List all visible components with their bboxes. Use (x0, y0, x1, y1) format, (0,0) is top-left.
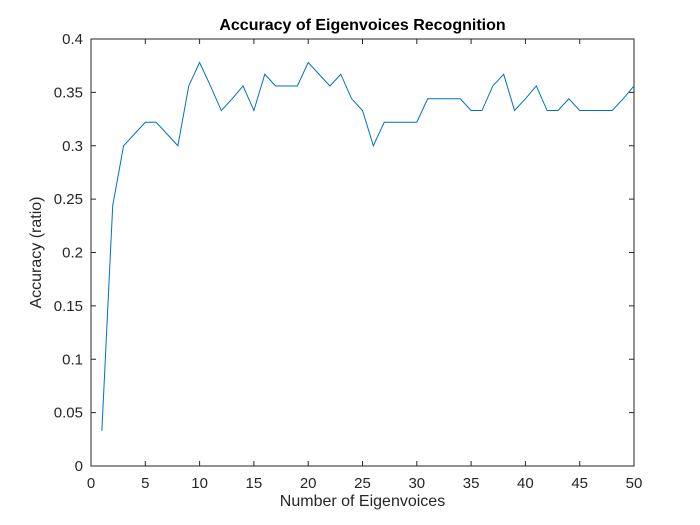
y-tick-label: 0.15 (54, 298, 83, 315)
x-axis-label: Number of Eigenvoices (280, 493, 445, 510)
series-line (101, 61, 635, 431)
x-tick-labels: 0 5 10 15 20 25 30 35 40 45 50 (87, 475, 643, 492)
x-tick-label: 10 (191, 475, 208, 492)
y-tick-label: 0.05 (54, 405, 83, 422)
chart-title: Accuracy of Eigenvoices Recognition (219, 17, 505, 34)
y-tick-label: 0.35 (54, 84, 83, 101)
x-tick-label: 25 (354, 475, 371, 492)
series-layer (101, 61, 635, 431)
x-tick-label: 40 (517, 475, 534, 492)
y-axis-label: Accuracy (ratio) (28, 196, 45, 308)
x-tick-label: 30 (408, 475, 425, 492)
y-tick-label: 0.4 (62, 31, 83, 48)
x-tick-label: 15 (246, 475, 263, 492)
x-tick-label: 20 (300, 475, 317, 492)
x-tick-label: 50 (626, 475, 643, 492)
x-tick-label: 0 (87, 475, 95, 492)
plot-area (90, 38, 635, 467)
y-tick-labels: 0 0.05 0.1 0.15 0.2 0.25 0.3 0.35 0.4 (54, 31, 83, 475)
x-tick-label: 45 (571, 475, 588, 492)
y-tick-label: 0 (75, 458, 83, 475)
y-tick-label: 0.3 (62, 138, 83, 155)
y-tick-label: 0.2 (62, 245, 83, 262)
x-tick-label: 35 (463, 475, 480, 492)
y-tick-label: 0.1 (62, 351, 83, 368)
x-tick-label: 5 (141, 475, 149, 492)
tick-marks (90, 38, 635, 467)
y-tick-label: 0.25 (54, 191, 83, 208)
